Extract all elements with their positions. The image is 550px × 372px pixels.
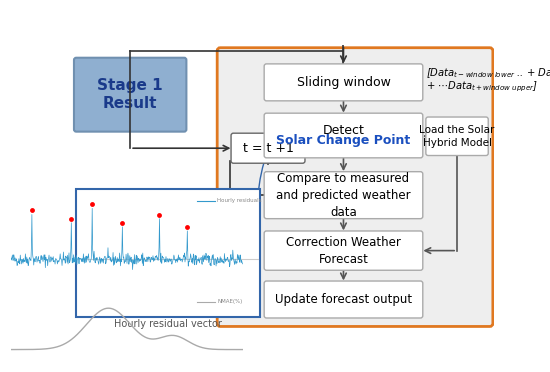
FancyBboxPatch shape <box>264 113 423 158</box>
Text: Sliding window: Sliding window <box>296 76 390 89</box>
FancyBboxPatch shape <box>264 172 423 219</box>
Text: Correction Weather
Forecast: Correction Weather Forecast <box>286 235 401 266</box>
Text: Solar Change Point: Solar Change Point <box>276 134 411 147</box>
Bar <box>76 189 260 317</box>
FancyBboxPatch shape <box>231 133 305 163</box>
FancyBboxPatch shape <box>264 64 423 101</box>
FancyBboxPatch shape <box>426 117 488 155</box>
Text: Detect: Detect <box>322 124 365 137</box>
Text: Update forecast output: Update forecast output <box>275 293 412 306</box>
FancyBboxPatch shape <box>217 48 493 327</box>
Text: Compare to measured
and predicted weather
data: Compare to measured and predicted weathe… <box>276 171 411 219</box>
FancyBboxPatch shape <box>264 231 423 270</box>
Text: Stage 1
Result: Stage 1 Result <box>97 78 163 112</box>
Text: t = t +1: t = t +1 <box>243 142 294 155</box>
Text: Hourly residual vector: Hourly residual vector <box>114 319 222 329</box>
Text: NMAE(%): NMAE(%) <box>217 299 243 304</box>
FancyBboxPatch shape <box>74 58 186 132</box>
Text: [$\it{Data}$$_{t-window\ lower}$ .. + $\it{Data}$$_t$: [$\it{Data}$$_{t-window\ lower}$ .. + $\… <box>426 66 550 80</box>
Text: Hourly residuals: Hourly residuals <box>217 198 262 203</box>
FancyBboxPatch shape <box>264 281 423 318</box>
Text: + $\cdots$$\it{Data}$$_{t+window\ upper}$]: + $\cdots$$\it{Data}$$_{t+window\ upper}… <box>426 80 538 94</box>
Text: Load the Solar
Hybrid Model: Load the Solar Hybrid Model <box>419 125 495 148</box>
